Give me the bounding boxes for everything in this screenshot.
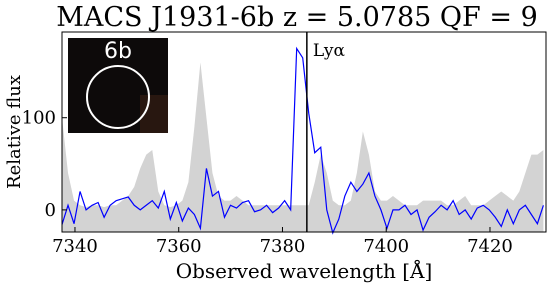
y-tick-label: 0 [45,200,56,221]
chart-title: MACS J1931-6b z = 5.0785 QF = 9 [56,2,538,33]
x-tick-label: 7400 [363,236,409,257]
inset-label: 6b [104,39,132,64]
lya-label: Lyα [313,41,346,61]
y-axis-label: Relative flux [4,75,25,189]
x-tick-label: 7380 [260,236,306,257]
sky-area [62,62,544,232]
x-tick-label: 7360 [156,236,202,257]
x-tick-label: 7420 [467,236,513,257]
y-tick-label: 100 [22,108,56,129]
x-tick-label: 7340 [52,236,98,257]
inset-circle [86,65,150,129]
inset: 6b [68,38,168,133]
plot-area [61,32,544,235]
plot-frame [61,31,547,233]
x-axis-label: Observed wavelength [Å] [176,258,433,283]
flux-line [61,46,544,235]
